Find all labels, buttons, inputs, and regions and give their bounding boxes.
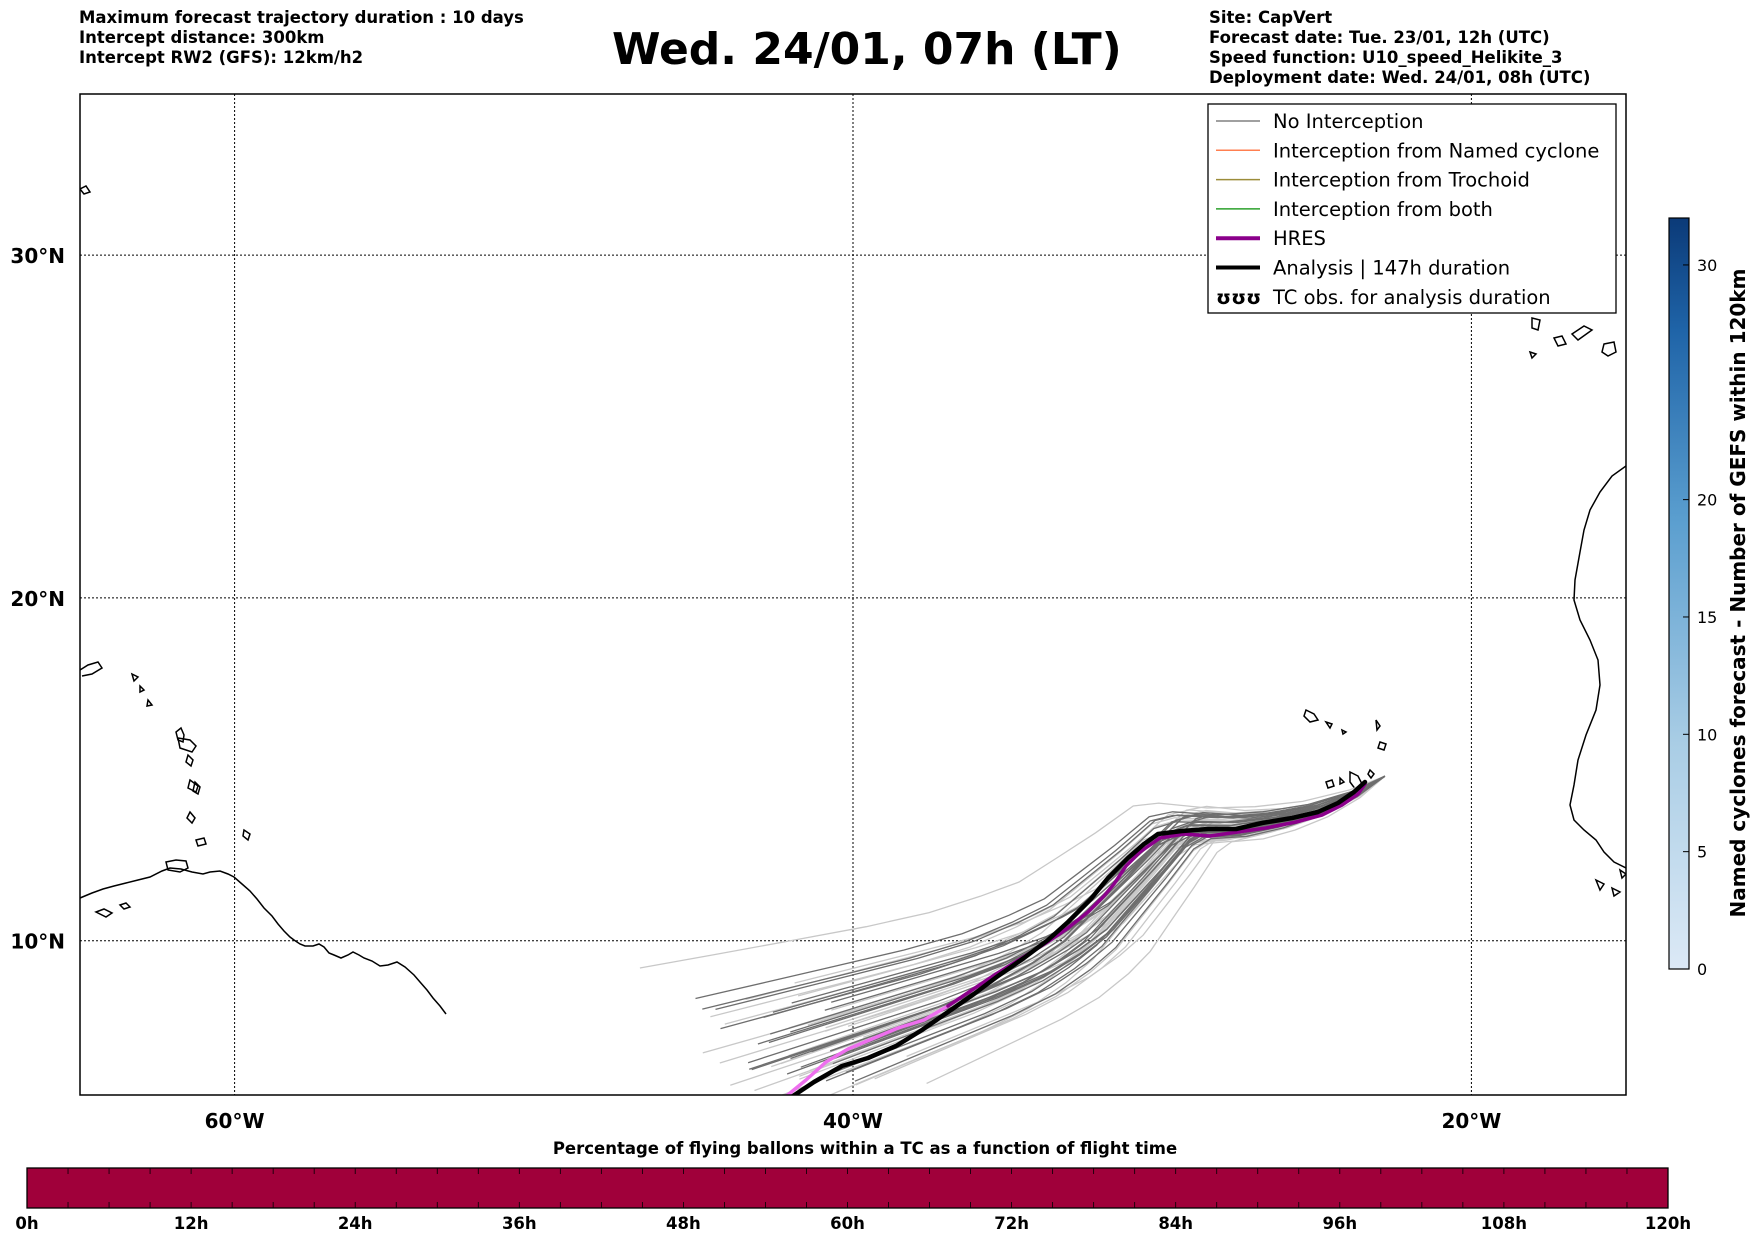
lesser-antilles-1	[175, 726, 185, 744]
header-left: Maximum forecast trajectory duration : 1…	[79, 8, 524, 68]
colorbar-bottom-tick-label: 24h	[338, 1214, 373, 1233]
colorbar-right-tick-label: 30	[1697, 256, 1717, 275]
colorbar-right: 0 5 10 15 20 30 Named cyclones forecast - Num…	[1668, 217, 1750, 979]
venezuela-islands	[94, 902, 132, 918]
legend-glyph-tc: ʊʊʊ	[1216, 286, 1261, 309]
virgin-islands	[130, 672, 154, 707]
guadeloupe	[177, 737, 197, 753]
colorbar-bottom: Percentage of flying ballons within a TC…	[15, 1139, 1691, 1233]
colorbar-bottom-tick-label: 0h	[15, 1214, 38, 1233]
ensemble-trajectory	[720, 775, 1386, 1030]
legend-label: Interception from both	[1273, 198, 1493, 221]
trinidad	[165, 859, 189, 873]
colorbar-bottom-tick-label: 84h	[1158, 1214, 1193, 1233]
lon-tick-label: 40°W	[823, 1109, 883, 1133]
colorbar-right-tick-label: 15	[1697, 608, 1717, 627]
ensemble-trajectory-late	[874, 775, 1386, 1080]
canary-islands	[1528, 317, 1617, 360]
colorbar-right-bar	[1668, 217, 1690, 970]
legend-label: Interception from Named cyclone	[1273, 139, 1599, 162]
cape-verde-islands	[1303, 708, 1387, 792]
hres-trajectory-light	[784, 1004, 950, 1095]
south-america-coast	[80, 867, 447, 1015]
legend-box	[1207, 103, 1617, 314]
colorbar-bottom-tick-label: 120h	[1645, 1214, 1691, 1233]
legend-label: Interception from Trochoid	[1273, 169, 1530, 192]
ensemble-trajectory-late	[926, 775, 1386, 1084]
ensemble-trajectory	[832, 775, 1386, 1065]
lon-tick-label: 20°W	[1441, 1109, 1501, 1133]
header-right-line-1: Site: CapVert	[1209, 8, 1333, 27]
header-right-line-4: Deployment date: Wed. 24/01, 08h (UTC)	[1209, 68, 1591, 87]
lon-tick-label: 60°W	[205, 1109, 265, 1133]
header-right-line-2: Forecast date: Tue. 23/01, 12h (UTC)	[1209, 28, 1550, 47]
colorbar-right-tick-label: 20	[1697, 491, 1717, 510]
colorbar-bottom-tick-label: 48h	[666, 1214, 701, 1233]
puerto-rico-coast	[80, 661, 104, 677]
colorbar-bottom-tick-label: 108h	[1481, 1214, 1527, 1233]
map-tick-labels: 60°W 40°W 20°W 30°N 20°N 10°N	[10, 244, 1501, 1133]
ensemble-trajectory	[768, 775, 1386, 1044]
main-trajectories	[784, 779, 1368, 1095]
lesser-antilles-3	[186, 810, 196, 825]
page-title: Wed. 24/01, 07h (LT)	[612, 24, 1122, 75]
trajectory-ensemble	[639, 775, 1386, 1095]
header-left-line-2: Intercept distance: 300km	[79, 28, 325, 47]
lat-tick-label: 20°N	[10, 587, 65, 611]
header-right-line-3: Speed function: U10_speed_Helikite_3	[1209, 48, 1563, 67]
west-africa-coast	[1569, 465, 1626, 869]
legend-label: Analysis | 147h duration	[1273, 257, 1510, 280]
legend-label: TC obs. for analysis duration	[1272, 286, 1551, 309]
guinea-bissau-islands	[1594, 868, 1626, 898]
lat-tick-label: 30°N	[10, 244, 65, 268]
header-right: Site: CapVert Forecast date: Tue. 23/01,…	[1209, 8, 1590, 88]
colorbar-bottom-tick-label: 12h	[174, 1214, 209, 1233]
analysis-trajectory	[790, 779, 1368, 1095]
header-left-line-3: Intercept RW2 (GFS): 12km/h2	[79, 48, 364, 67]
lat-tick-label: 10°N	[10, 930, 65, 954]
cuba-edge	[80, 185, 92, 195]
martinique	[187, 778, 199, 794]
colorbar-bottom-tick-label: 60h	[830, 1214, 865, 1233]
lesser-antilles-4	[185, 753, 194, 768]
colorbar-right-label: Named cyclones forecast - Number of GEFS…	[1726, 269, 1750, 918]
ensemble-trajectory-late	[855, 775, 1386, 1086]
ensemble-trajectory	[702, 775, 1386, 1010]
header-left-line-1: Maximum forecast trajectory duration : 1…	[79, 8, 524, 27]
legend-label: HRES	[1273, 227, 1326, 250]
colorbar-bottom-tick-label: 96h	[1322, 1214, 1357, 1233]
barbados	[242, 828, 251, 842]
legend-label: No Interception	[1273, 110, 1424, 133]
colorbar-right-tick-label: 10	[1697, 725, 1717, 744]
colorbar-right-tick-label: 5	[1697, 843, 1707, 862]
coastlines	[80, 185, 1626, 1015]
tobago	[195, 837, 207, 847]
colorbar-bottom-tick-label: 36h	[502, 1214, 537, 1233]
colorbar-right-tick-label: 0	[1697, 960, 1707, 979]
legend: No Interception Interception from Named c…	[1207, 103, 1617, 314]
map-frame	[79, 93, 1627, 1096]
colorbar-bottom-title: Percentage of flying ballons within a TC…	[553, 1139, 1177, 1158]
ensemble-trajectory	[790, 775, 1386, 1033]
colorbar-bottom-tick-label: 72h	[994, 1214, 1029, 1233]
ensemble-trajectory	[695, 775, 1386, 1000]
ensemble-trajectory-late	[639, 775, 1386, 969]
